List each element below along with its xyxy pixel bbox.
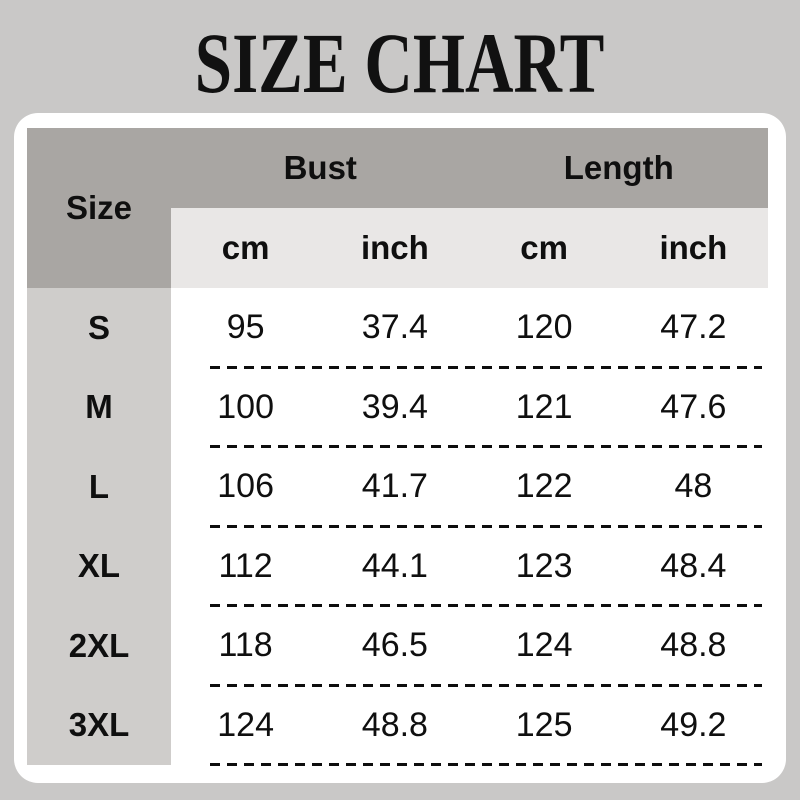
unit-header-bust-inch: inch [360,229,429,266]
length-cm-value: 125 [515,705,573,744]
table-row: L 106 41.7 122 48 [27,447,768,527]
unit-header-row: cm inch cm inch [171,208,768,288]
length-inch-value: 47.2 [660,308,727,347]
length-cm-value: 122 [515,467,573,506]
bust-inch-value: 37.4 [361,308,428,347]
size-label: XL [27,526,171,606]
size-chart-table: Size Bust Length cm inch cm inch S 95 37… [27,128,768,766]
bust-inch-value: 44.1 [361,546,428,585]
bust-inch-value: 41.7 [361,467,428,506]
length-inch-value: 48.8 [660,626,727,665]
table-row: S 95 37.4 120 47.2 [27,288,768,368]
table-body: S 95 37.4 120 47.2 M 100 39.4 121 47.6 L… [27,288,768,766]
group-header-length: Length [563,149,674,186]
length-cm-value: 124 [515,626,573,665]
table-row: 3XL 124 48.8 125 49.2 [27,685,768,766]
table-row: XL 112 44.1 123 48.4 [27,526,768,607]
length-inch-value: 48 [674,467,713,506]
size-chart-card: Size Bust Length cm inch cm inch S 95 37… [14,113,786,783]
size-label: 2XL [27,606,171,686]
bust-inch-value: 48.8 [361,705,428,744]
unit-header-length-cm: cm [520,229,568,266]
bust-inch-value: 39.4 [361,387,428,426]
length-inch-value: 49.2 [660,705,727,744]
size-label: M [27,367,171,447]
bust-cm-value: 95 [226,308,265,347]
group-header-row: Bust Length [171,128,768,208]
bust-cm-value: 100 [217,387,274,426]
bust-cm-value: 124 [217,705,274,744]
table-row: 2XL 118 46.5 124 48.8 [27,606,768,686]
table-header-right: Bust Length cm inch cm inch [171,128,768,288]
unit-header-length-inch: inch [659,229,728,266]
unit-header-bust-cm: cm [221,229,270,266]
page-title-text: SIZE CHART [195,15,605,111]
table-header: Size Bust Length cm inch cm inch [27,128,768,288]
length-inch-value: 48.4 [660,546,727,585]
table-row: M 100 39.4 121 47.6 [27,367,768,448]
size-label: 3XL [27,685,171,765]
size-label: L [27,447,171,527]
length-cm-value: 120 [515,308,573,347]
page-title: SIZE CHART [0,20,800,106]
group-header-bust: Bust [283,149,357,186]
column-header-size: Size [27,128,171,288]
bust-cm-value: 112 [218,546,273,585]
length-cm-value: 123 [515,546,573,585]
bust-inch-value: 46.5 [361,626,428,665]
size-label: S [27,288,171,368]
length-cm-value: 121 [515,387,573,426]
bust-cm-value: 118 [218,626,273,665]
bust-cm-value: 106 [217,467,274,506]
length-inch-value: 47.6 [660,387,727,426]
